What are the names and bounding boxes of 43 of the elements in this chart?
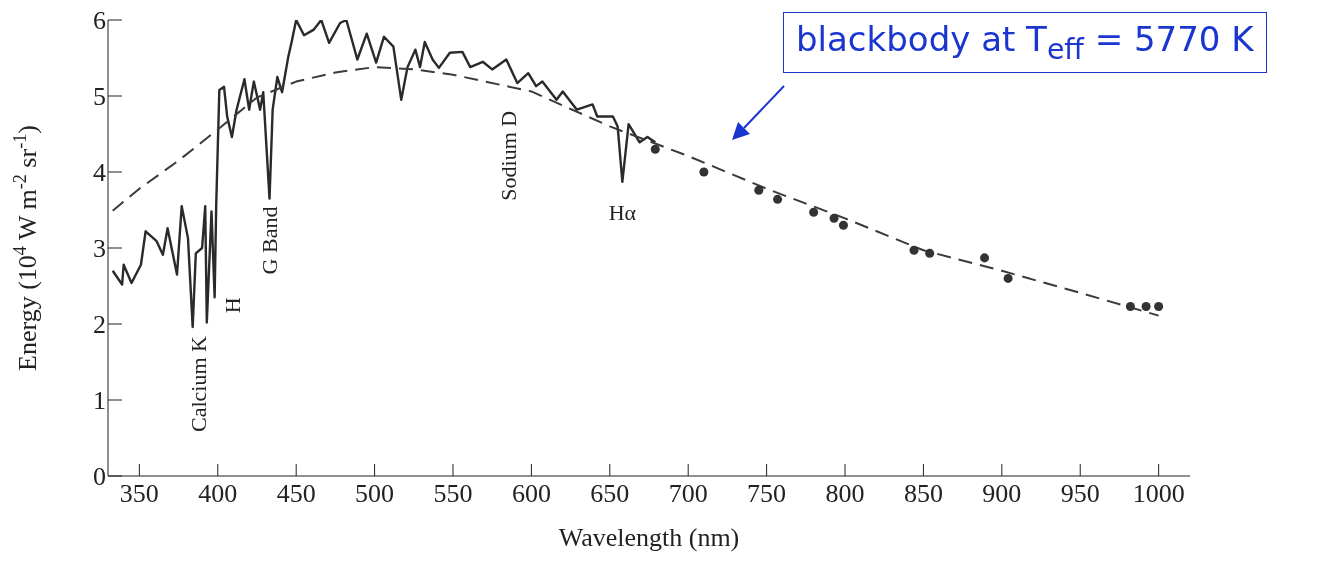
x-tick-label: 800 bbox=[825, 479, 865, 509]
x-tick-label: 850 bbox=[903, 479, 943, 509]
x-tick-label: 1000 bbox=[1132, 479, 1185, 509]
x-tick-label: 900 bbox=[982, 479, 1022, 509]
point bbox=[754, 185, 764, 195]
x-axis-title: Wavelength (nm) bbox=[558, 523, 740, 552]
point bbox=[909, 245, 919, 255]
x-tick-label: 950 bbox=[1060, 479, 1100, 509]
point bbox=[773, 194, 783, 204]
y-tick-label: 0 bbox=[93, 462, 106, 492]
x-tick-label: 700 bbox=[668, 479, 708, 509]
point bbox=[809, 207, 819, 217]
x-tick-label: 550 bbox=[433, 479, 473, 509]
point bbox=[1141, 302, 1151, 312]
point bbox=[650, 144, 660, 154]
x-tick-label: 650 bbox=[590, 479, 630, 509]
annotation: Hα bbox=[608, 199, 637, 225]
annotation: H bbox=[220, 297, 246, 314]
y-tick-label: 4 bbox=[93, 158, 106, 188]
x-tick-label: 400 bbox=[198, 479, 238, 509]
point bbox=[699, 167, 709, 177]
y-tick-label: 3 bbox=[93, 234, 106, 264]
x-tick-label: 500 bbox=[355, 479, 395, 509]
point bbox=[1154, 302, 1164, 312]
point bbox=[1125, 302, 1135, 312]
point bbox=[1003, 273, 1013, 283]
y-tick-label: 1 bbox=[93, 386, 106, 416]
x-tick-label: 750 bbox=[747, 479, 787, 509]
annotation: Sodium D bbox=[495, 110, 521, 201]
point bbox=[925, 248, 935, 258]
annotation: blackbody at T$_{eff}$ = 5770 K bbox=[783, 12, 1267, 73]
y-tick-label: 2 bbox=[93, 310, 106, 340]
x-tick-label: 350 bbox=[119, 479, 159, 509]
y-tick-label: 6 bbox=[93, 6, 106, 36]
y-tick-label: 5 bbox=[93, 82, 106, 112]
x-tick-label: 600 bbox=[511, 479, 551, 509]
line-series bbox=[111, 66, 1160, 317]
x-tick-label: 450 bbox=[276, 479, 316, 509]
annotation: G Band bbox=[257, 206, 283, 275]
point bbox=[980, 253, 990, 263]
point bbox=[838, 220, 848, 230]
point bbox=[829, 213, 839, 223]
annotation: Calcium K bbox=[186, 335, 212, 432]
